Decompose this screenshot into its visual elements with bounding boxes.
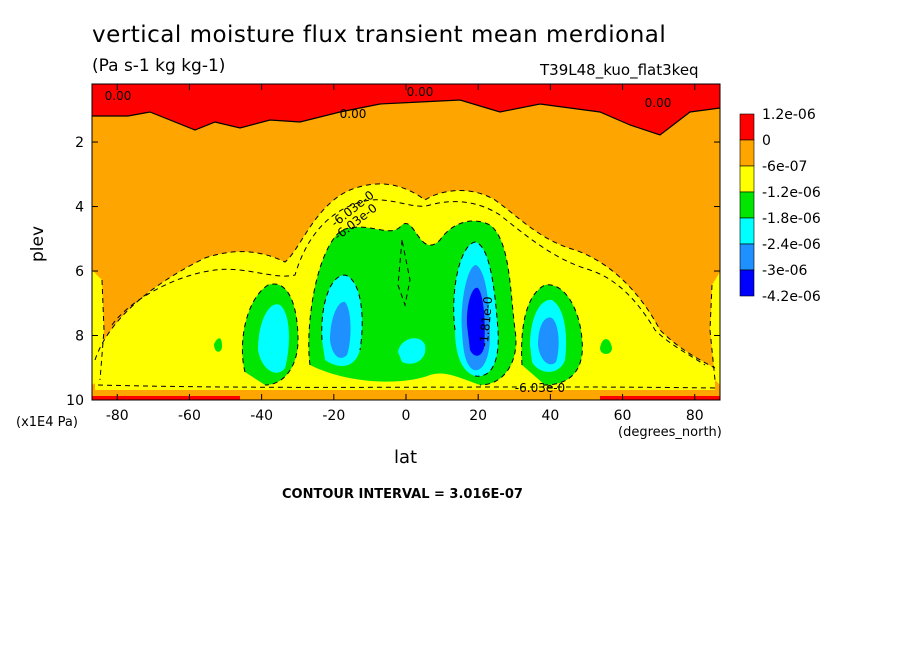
contour-line: [709, 284, 716, 381]
x-tick-label: -80: [106, 408, 129, 424]
x-axis-label: lat: [394, 447, 418, 468]
contour-label: -1.81e-0: [477, 296, 495, 347]
positive-bottom-left: [92, 396, 240, 400]
x-tick-label: -60: [178, 408, 201, 424]
legend-swatch: [739, 139, 755, 167]
contour-line: [99, 279, 105, 381]
legend-label: -1.2e-06: [762, 185, 821, 201]
x-tick-label: 20: [469, 408, 487, 424]
x-tick-label: 40: [541, 408, 559, 424]
contour-line: [521, 284, 583, 386]
zero-contours: [92, 99, 720, 136]
y-tick-label: 2: [75, 135, 84, 151]
color-legend: 1.2e-06 0 -6e-07 -1.2e-06 -1.8e-06 -2.4e-06 -3…: [739, 107, 821, 305]
contour-label: 0.00: [340, 107, 367, 121]
y-tick-label: 6: [75, 264, 84, 280]
legend-label: -2.4e-06: [762, 237, 821, 253]
blue-left-cell: [330, 301, 351, 358]
contour-label: -6.03e-0: [515, 381, 565, 395]
cyan-central-spot: [398, 338, 426, 364]
contour-interval: CONTOUR INTERVAL = 3.016E-07: [282, 487, 523, 502]
legend-label: -1.8e-06: [762, 211, 821, 227]
chart-title: vertical moisture flux transient mean me…: [92, 22, 667, 48]
contour-label: 0.00: [105, 89, 132, 103]
legend-label: 1.2e-06: [762, 107, 816, 123]
legend-swatch: [739, 191, 755, 219]
y-tick-label: 8: [75, 329, 84, 345]
legend-label: -3e-06: [762, 263, 808, 279]
contour-line: [94, 183, 716, 369]
x-tick-label: 0: [402, 408, 411, 424]
legend-label: -6e-07: [762, 159, 807, 175]
x-axis-ticks: -80 -60 -40 -20 0 20 40 60 80: [106, 84, 704, 424]
green-spot-left: [214, 338, 222, 352]
filled-contours: [92, 84, 720, 400]
blue-core: [466, 287, 485, 356]
contour-line: [97, 384, 716, 389]
contour-line: [321, 274, 363, 351]
contour-line: [397, 239, 411, 307]
blue-right-cell: [538, 317, 559, 365]
run-id: T39L48_kuo_flat3keq: [540, 61, 699, 79]
x-tick-label: -40: [250, 408, 273, 424]
legend-label: -4.2e-06: [762, 289, 821, 305]
contour-line: [308, 220, 517, 386]
cyan-left-cell: [258, 304, 289, 373]
yellow-edge-left: [92, 270, 104, 385]
x-tick-label: 60: [614, 408, 632, 424]
green-spot-right: [600, 339, 612, 354]
chart-units: (Pa s-1 kg kg-1): [92, 56, 226, 76]
y-axis-ticks: 2 4 6 8 10: [66, 135, 720, 409]
legend-swatch: [739, 269, 755, 297]
x-tick-label: 80: [686, 408, 704, 424]
contour-line: [453, 241, 499, 377]
legend-swatch: [739, 243, 755, 271]
contour-lines: [94, 183, 716, 389]
y-tick-label: 10: [66, 393, 84, 409]
positive-bottom-right: [600, 396, 720, 400]
contour-line: [111, 199, 706, 366]
legend-swatch: [739, 165, 755, 193]
y-tick-label: 4: [75, 200, 84, 216]
y-axis-units: (x1E4 Pa): [16, 415, 78, 430]
legend-label: 0: [762, 133, 771, 149]
legend-swatch: [739, 113, 755, 141]
contour-line: [241, 283, 299, 386]
contour-label: 0.00: [407, 85, 434, 99]
x-tick-label: -20: [322, 408, 345, 424]
yellow-edge-right: [710, 272, 720, 385]
positive-region: [92, 84, 720, 135]
x-axis-units: (degrees_north): [618, 425, 722, 440]
zero-contour-line: [92, 99, 720, 136]
legend-swatch: [739, 217, 755, 245]
contour-label: 0.00: [645, 96, 672, 110]
